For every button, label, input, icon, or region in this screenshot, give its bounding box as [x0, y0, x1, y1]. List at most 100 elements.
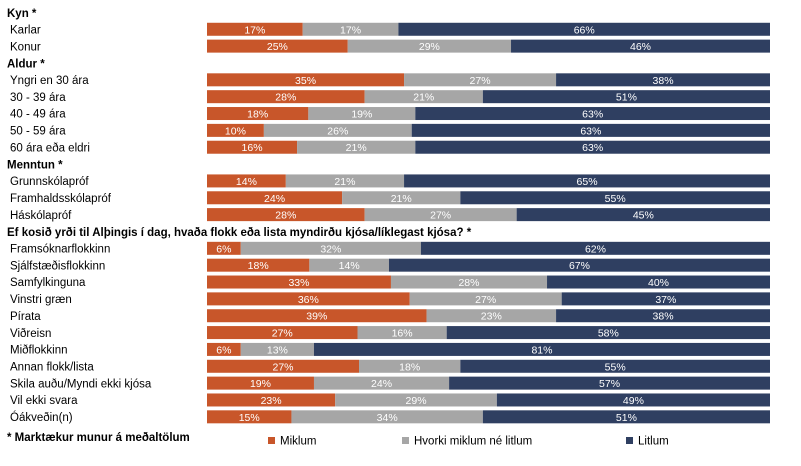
- data-label: 6%: [216, 344, 231, 356]
- row-label: Skila auðu/Myndi ekki kjósa: [10, 378, 152, 390]
- bar-segment-miklum: [207, 90, 365, 104]
- data-label: 21%: [334, 176, 355, 188]
- bar-segment-hvorki: [409, 292, 562, 306]
- group-title: Kyn *: [7, 8, 37, 20]
- data-label: 10%: [225, 125, 246, 137]
- data-label: 26%: [327, 125, 348, 137]
- bar-segment-litlum: [404, 174, 770, 188]
- bar-segment-hvorki: [263, 123, 412, 137]
- data-label: 18%: [248, 260, 269, 272]
- data-label: 17%: [244, 24, 265, 36]
- data-label: 29%: [419, 41, 440, 53]
- bar-segment-hvorki: [240, 241, 421, 255]
- data-label: 23%: [481, 311, 502, 323]
- legend-swatch: [268, 437, 275, 444]
- bar-segment-litlum: [411, 123, 770, 137]
- group-title: Ef kosið yrði til Alþingis í dag, hvaða …: [7, 227, 472, 239]
- data-label: 18%: [247, 109, 268, 121]
- bar-segment-hvorki: [302, 22, 399, 36]
- data-label: 33%: [288, 277, 309, 289]
- row-label: Pírata: [10, 311, 41, 323]
- data-label: 63%: [582, 142, 603, 154]
- row-label: Yngri en 30 ára: [10, 75, 89, 87]
- row-label: 60 ára eða eldri: [10, 142, 90, 154]
- legend-label: Hvorki miklum né litlum: [414, 436, 532, 448]
- bar-segment-litlum: [496, 393, 770, 407]
- data-label: 17%: [340, 24, 361, 36]
- row-label: Framsóknarflokkinn: [10, 244, 110, 256]
- bar-segment-litlum: [460, 191, 770, 205]
- bar-segment-miklum: [207, 191, 343, 205]
- data-label: 49%: [623, 395, 644, 407]
- data-label: 27%: [272, 328, 293, 340]
- data-label: 38%: [653, 75, 674, 87]
- bar-segment-litlum: [460, 359, 770, 373]
- bar-segment-hvorki: [342, 191, 461, 205]
- bar-segment-miklum: [207, 376, 314, 390]
- data-label: 51%: [616, 92, 637, 104]
- data-label: 24%: [264, 193, 285, 205]
- data-label: 36%: [298, 294, 319, 306]
- data-label: 21%: [346, 142, 367, 154]
- bar-segment-litlum: [547, 275, 770, 289]
- data-label: 25%: [267, 41, 288, 53]
- data-label: 65%: [577, 176, 598, 188]
- data-label: 6%: [216, 243, 231, 255]
- bar-segment-miklum: [207, 309, 427, 323]
- bar-segment-litlum: [388, 258, 770, 272]
- legend-label: Litlum: [638, 436, 669, 448]
- bar-segment-miklum: [207, 258, 310, 272]
- data-label: 46%: [630, 41, 651, 53]
- data-label: 27%: [430, 210, 451, 222]
- data-label: 27%: [470, 75, 491, 87]
- legend-swatch: [402, 437, 409, 444]
- group-title: Menntun *: [7, 160, 63, 172]
- row-label: Óákveðin(n): [10, 411, 73, 424]
- bar-segment-litlum: [420, 241, 770, 255]
- data-label: 58%: [598, 328, 619, 340]
- data-label: 40%: [648, 277, 669, 289]
- row-label: Háskólapróf: [10, 210, 72, 222]
- row-label: Viðreisn: [10, 328, 51, 340]
- data-label: 38%: [653, 311, 674, 323]
- row-label: Samfylkinguna: [10, 277, 86, 289]
- row-label: Miðflokkinn: [10, 345, 68, 357]
- bar-segment-hvorki: [364, 208, 517, 222]
- data-label: 19%: [250, 378, 271, 390]
- bar-segment-litlum: [516, 208, 770, 222]
- bar-segment-miklum: [207, 393, 336, 407]
- data-label: 39%: [306, 311, 327, 323]
- row-label: Annan flokk/lista: [10, 361, 94, 373]
- bar-segment-miklum: [207, 292, 410, 306]
- bar-segment-litlum: [556, 73, 770, 87]
- bar-segment-hvorki: [347, 39, 512, 53]
- bar-segment-hvorki: [390, 275, 548, 289]
- data-label: 16%: [392, 328, 413, 340]
- bar-segment-litlum: [449, 376, 770, 390]
- data-label: 63%: [582, 109, 603, 121]
- data-label: 21%: [391, 193, 412, 205]
- data-label: 37%: [655, 294, 676, 306]
- data-label: 29%: [406, 395, 427, 407]
- data-label: 24%: [371, 378, 392, 390]
- data-label: 15%: [239, 412, 260, 424]
- group-title: Aldur *: [7, 58, 45, 70]
- bar-segment-miklum: [207, 359, 360, 373]
- row-label: Grunnskólapróf: [10, 176, 89, 188]
- bar-segment-litlum: [446, 326, 770, 340]
- data-label: 18%: [399, 361, 420, 373]
- bar-segment-hvorki: [240, 342, 314, 356]
- data-label: 28%: [275, 92, 296, 104]
- data-label: 62%: [585, 243, 606, 255]
- bar-segment-miklum: [207, 140, 298, 154]
- row-label: Karlar: [10, 24, 41, 36]
- bar-segment-miklum: [207, 39, 348, 53]
- data-label: 21%: [413, 92, 434, 104]
- footnote: * Marktækur munur á meðaltölum: [7, 432, 190, 444]
- legend-swatch: [626, 437, 633, 444]
- row-label: Vinstri græn: [10, 294, 72, 306]
- data-label: 67%: [569, 260, 590, 272]
- bar-segment-litlum: [511, 39, 770, 53]
- bar-segment-hvorki: [426, 309, 557, 323]
- data-label: 28%: [275, 210, 296, 222]
